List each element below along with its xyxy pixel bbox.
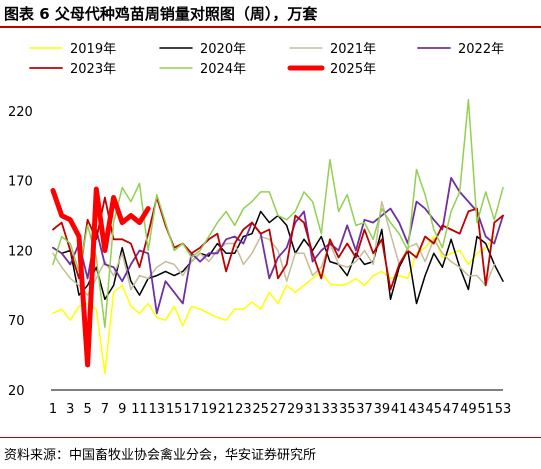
source-note: 资料来源：中国畜牧业协会禽业分会，华安证券研究所 bbox=[4, 448, 317, 463]
x-tick-label: 25 bbox=[252, 402, 269, 417]
legend-label: 2019年 bbox=[70, 42, 116, 57]
x-tick-label: 21 bbox=[218, 402, 235, 417]
x-tick-label: 33 bbox=[322, 402, 339, 417]
x-tick-label: 19 bbox=[200, 402, 217, 417]
x-tick-label: 51 bbox=[477, 402, 494, 417]
x-tick-label: 13 bbox=[149, 402, 166, 417]
x-tick-label: 45 bbox=[425, 402, 442, 417]
y-tick-label: 170 bbox=[8, 175, 33, 190]
y-tick-label: 220 bbox=[8, 105, 33, 120]
x-tick-label: 47 bbox=[443, 402, 460, 417]
x-tick-label: 15 bbox=[166, 402, 183, 417]
legend-label: 2023年 bbox=[70, 62, 116, 77]
x-tick-label: 29 bbox=[287, 402, 304, 417]
y-tick-label: 20 bbox=[8, 384, 25, 399]
series-line-2022 bbox=[52, 177, 504, 315]
x-tick-label: 43 bbox=[408, 402, 425, 417]
x-tick-label: 35 bbox=[339, 402, 356, 417]
x-tick-label: 3 bbox=[66, 402, 74, 417]
line-chart: 2019年 2020年 2021年 2022年 2023年 2024年 2025年 20 70… bbox=[8, 42, 511, 417]
x-tick-label: 11 bbox=[131, 402, 148, 417]
plot-area bbox=[50, 99, 504, 375]
x-tick-label: 9 bbox=[118, 402, 126, 417]
x-tick-label: 5 bbox=[83, 402, 91, 417]
figure-title: 图表 6 父母代种鸡苗周销量对照图（周），万套 bbox=[4, 5, 318, 23]
x-tick-label: 31 bbox=[304, 402, 321, 417]
legend-label: 2024年 bbox=[200, 62, 246, 77]
title-divider bbox=[0, 26, 541, 28]
legend-label: 2025年 bbox=[330, 62, 376, 77]
series-line-2025 bbox=[50, 186, 151, 368]
legend-label: 2022年 bbox=[458, 42, 504, 57]
x-tick-label: 27 bbox=[270, 402, 287, 417]
x-tick-label: 1 bbox=[49, 402, 57, 417]
x-tick-label: 23 bbox=[235, 402, 252, 417]
source-divider bbox=[0, 437, 541, 438]
x-tick-label: 41 bbox=[391, 402, 408, 417]
x-tick-label: 7 bbox=[101, 402, 109, 417]
legend-label: 2020年 bbox=[200, 42, 246, 57]
series-line-2024 bbox=[52, 99, 504, 328]
y-tick-label: 70 bbox=[8, 314, 25, 329]
x-tick-label: 53 bbox=[495, 402, 512, 417]
series-line-2019 bbox=[52, 235, 496, 375]
x-tick-label: 17 bbox=[183, 402, 200, 417]
y-tick-label: 120 bbox=[8, 244, 33, 259]
x-tick-label: 49 bbox=[460, 402, 477, 417]
x-tick-label: 39 bbox=[374, 402, 391, 417]
legend-label: 2021年 bbox=[330, 42, 376, 57]
x-tick-label: 37 bbox=[356, 402, 373, 417]
series-line-2023 bbox=[52, 196, 504, 291]
chart-legend: 2019年 2020年 2021年 2022年 2023年 2024年 2025年 bbox=[29, 42, 504, 77]
